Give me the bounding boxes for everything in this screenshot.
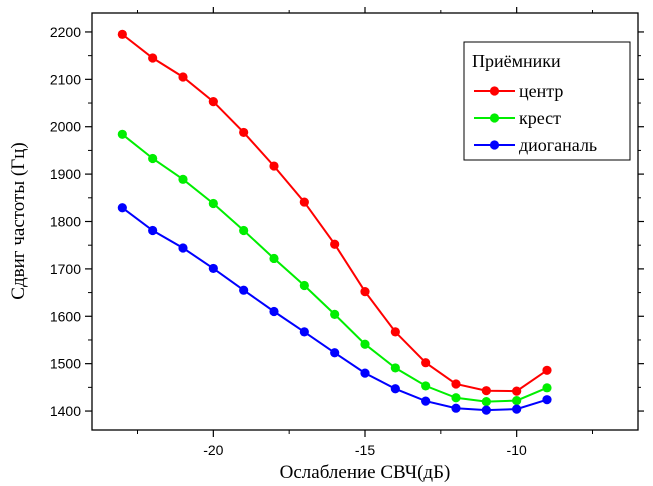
data-point: [421, 358, 431, 368]
data-point: [542, 395, 552, 405]
legend-marker: [489, 86, 500, 96]
data-point: [178, 72, 188, 82]
axis-ticks: [85, 7, 644, 437]
x-axis-title: Ослабление СВЧ(дБ): [280, 462, 451, 483]
legend-marker: [489, 113, 500, 123]
data-point: [390, 384, 400, 394]
x-tick-label: -20: [203, 442, 223, 458]
data-point: [208, 198, 218, 209]
data-point: [481, 405, 491, 415]
data-point: [239, 225, 249, 236]
data-point: [390, 327, 400, 337]
data-point: [299, 327, 309, 337]
data-point: [421, 396, 431, 406]
data-point: [360, 339, 370, 349]
y-tick-labels: 1400 1500 1600 1700 1800 1900 2000 2100 2200: [50, 24, 81, 419]
data-point: [542, 365, 552, 375]
series-line-диоганаль: [121, 206, 548, 412]
data-point: [117, 129, 127, 139]
data-point: [512, 404, 522, 414]
data-point: [481, 386, 491, 396]
data-point: [178, 174, 188, 184]
data-point: [117, 203, 127, 213]
legend-entries: центр крест диоганаль: [474, 81, 597, 155]
data-point: [299, 197, 309, 207]
x-tick-label: -15: [355, 442, 375, 458]
data-point: [148, 53, 158, 63]
data-point: [421, 381, 431, 391]
data-point: [148, 225, 158, 236]
data-point: [239, 127, 249, 138]
data-point: [360, 368, 370, 378]
legend: Приёмники центр крест диоганаль: [463, 41, 631, 161]
data-point: [269, 253, 279, 264]
legend-title: Приёмники: [472, 51, 561, 71]
data-point: [269, 161, 279, 171]
y-tick-label: 2200: [50, 24, 81, 40]
data-point: [269, 306, 279, 317]
legend-marker: [489, 140, 500, 150]
data-point: [330, 309, 340, 319]
y-tick-label: 2100: [50, 71, 81, 87]
legend-label: крест: [519, 108, 561, 128]
data-point: [208, 263, 218, 274]
x-tick-labels: -20 -15 -10: [203, 442, 527, 458]
data-point: [390, 363, 400, 373]
data-point: [451, 403, 461, 413]
y-tick-label: 1700: [50, 261, 81, 277]
data-point: [512, 396, 522, 406]
data-point: [299, 280, 309, 291]
y-tick-label: 2000: [50, 119, 81, 135]
data-point: [451, 379, 461, 389]
legend-box: [463, 41, 631, 161]
data-point: [542, 383, 552, 393]
legend-label: центр: [519, 81, 563, 101]
y-tick-label: 1900: [50, 166, 81, 182]
data-point: [178, 243, 188, 253]
data-point: [451, 393, 461, 403]
data-point: [360, 287, 370, 297]
x-tick-label: -10: [507, 442, 527, 458]
data-point: [148, 153, 158, 164]
y-axis-title: Сдвиг частоты (Гц): [8, 142, 29, 299]
y-tick-label: 1400: [50, 403, 81, 419]
data-point: [481, 396, 491, 407]
data-point: [239, 285, 249, 295]
data-point: [208, 97, 218, 107]
series-layer: [117, 29, 552, 415]
series-line-крест: [121, 133, 548, 403]
legend-label: диоганаль: [519, 135, 597, 155]
data-point: [330, 239, 340, 249]
data-point: [512, 386, 522, 396]
data-point: [330, 348, 340, 358]
y-tick-label: 1800: [50, 214, 81, 230]
y-tick-label: 1600: [50, 308, 81, 324]
y-tick-label: 1500: [50, 356, 81, 372]
data-point: [117, 29, 127, 39]
